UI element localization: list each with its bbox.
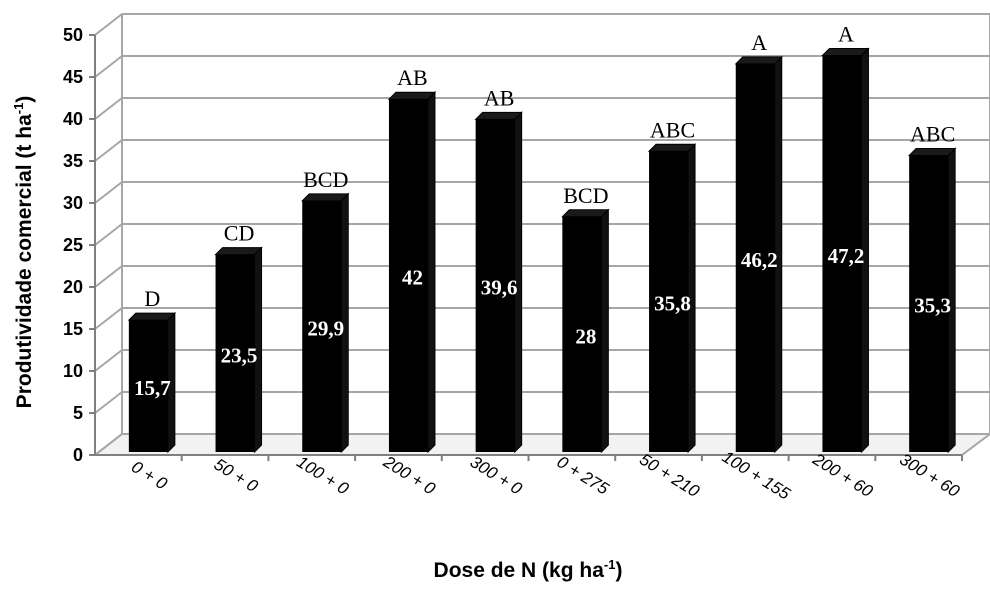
gridline-side [94, 139, 123, 162]
bar [562, 216, 602, 452]
gridline-side [94, 13, 123, 36]
data-label: 35,3 [914, 294, 951, 318]
y-tick-label: 25 [63, 235, 83, 255]
bar [822, 55, 862, 453]
bar [649, 151, 689, 452]
y-tick-label: 0 [73, 445, 83, 465]
significance-letter: A [838, 22, 854, 47]
data-label: 35,8 [654, 292, 691, 316]
y-tick-label: 40 [63, 109, 83, 129]
bar-top [214, 247, 263, 256]
bar [302, 200, 342, 452]
gridline-side [94, 223, 123, 246]
gridline-side [94, 391, 123, 414]
y-tick-label: 5 [73, 403, 83, 423]
bar [735, 63, 775, 453]
x-tick-label: 200 + 0 [379, 452, 439, 499]
y-tick-label: 50 [63, 25, 83, 45]
bar-top [474, 111, 523, 120]
x-tick-label: 50 + 0 [211, 455, 262, 497]
bar [215, 254, 255, 452]
bar [388, 99, 428, 452]
significance-letter: A [751, 30, 767, 55]
axis-layer: 0 5 10 15 20 25 30 35 40 45 50 [63, 25, 963, 465]
bar [909, 155, 949, 453]
x-tick-label: 100 + 0 [293, 452, 352, 499]
x-tick-label: 300 + 0 [467, 452, 526, 499]
y-axis-title: Produtividade comercial (t ha-1) [11, 96, 36, 409]
gridline-side [94, 181, 123, 204]
bar [475, 119, 515, 453]
x-tick-label: 200 + 60 [809, 449, 877, 501]
x-tick-label: 0 + 275 [553, 452, 612, 499]
bar-layer [127, 47, 957, 454]
data-label: 15,7 [134, 376, 171, 400]
gridline-side [94, 97, 123, 120]
bar-top [561, 209, 610, 218]
x-tick-label: 300 + 60 [896, 450, 963, 502]
gridline-side [94, 433, 123, 456]
y-tick-label: 45 [63, 67, 83, 87]
significance-letter: BCD [303, 167, 348, 192]
bar [128, 320, 168, 452]
bar-top [821, 48, 870, 57]
data-label: 23,5 [221, 343, 258, 367]
x-tick-label: 0 + 0 [128, 457, 171, 494]
significance-letter: AB [484, 85, 515, 110]
x-axis-title: Dose de N (kg ha-1) [434, 557, 623, 582]
bar-top [734, 56, 783, 65]
bar-top [647, 143, 697, 152]
data-label: 28 [575, 324, 596, 348]
data-label: 46,2 [741, 248, 778, 272]
bar-top [127, 312, 177, 321]
data-label: 29,9 [307, 316, 344, 340]
significance-letter: AB [397, 65, 428, 90]
gridline-side [94, 349, 123, 372]
gridline-side [94, 307, 123, 330]
gridline-side [94, 265, 123, 288]
significance-letter: BCD [563, 183, 608, 208]
significance-letter: ABC [650, 117, 695, 142]
y-tick-label: 35 [63, 151, 83, 171]
gridline-side [94, 55, 123, 78]
y-tick-label: 10 [63, 361, 83, 381]
bar-top [907, 147, 957, 156]
y-tick-label: 15 [63, 319, 83, 339]
data-label: 42 [402, 266, 423, 290]
bar-top [387, 91, 437, 100]
data-label: 39,6 [481, 276, 518, 300]
significance-letter: CD [224, 221, 255, 246]
y-tick-label: 30 [63, 193, 83, 213]
data-label: 47,2 [828, 244, 865, 268]
significance-letter: D [144, 286, 160, 311]
bar-top [301, 193, 350, 202]
bar-side [427, 90, 436, 454]
significance-letter: ABC [910, 121, 955, 146]
bar-side [600, 208, 609, 454]
x-tick-label: 50 + 210 [636, 450, 703, 502]
y-tick-label: 20 [63, 277, 83, 297]
